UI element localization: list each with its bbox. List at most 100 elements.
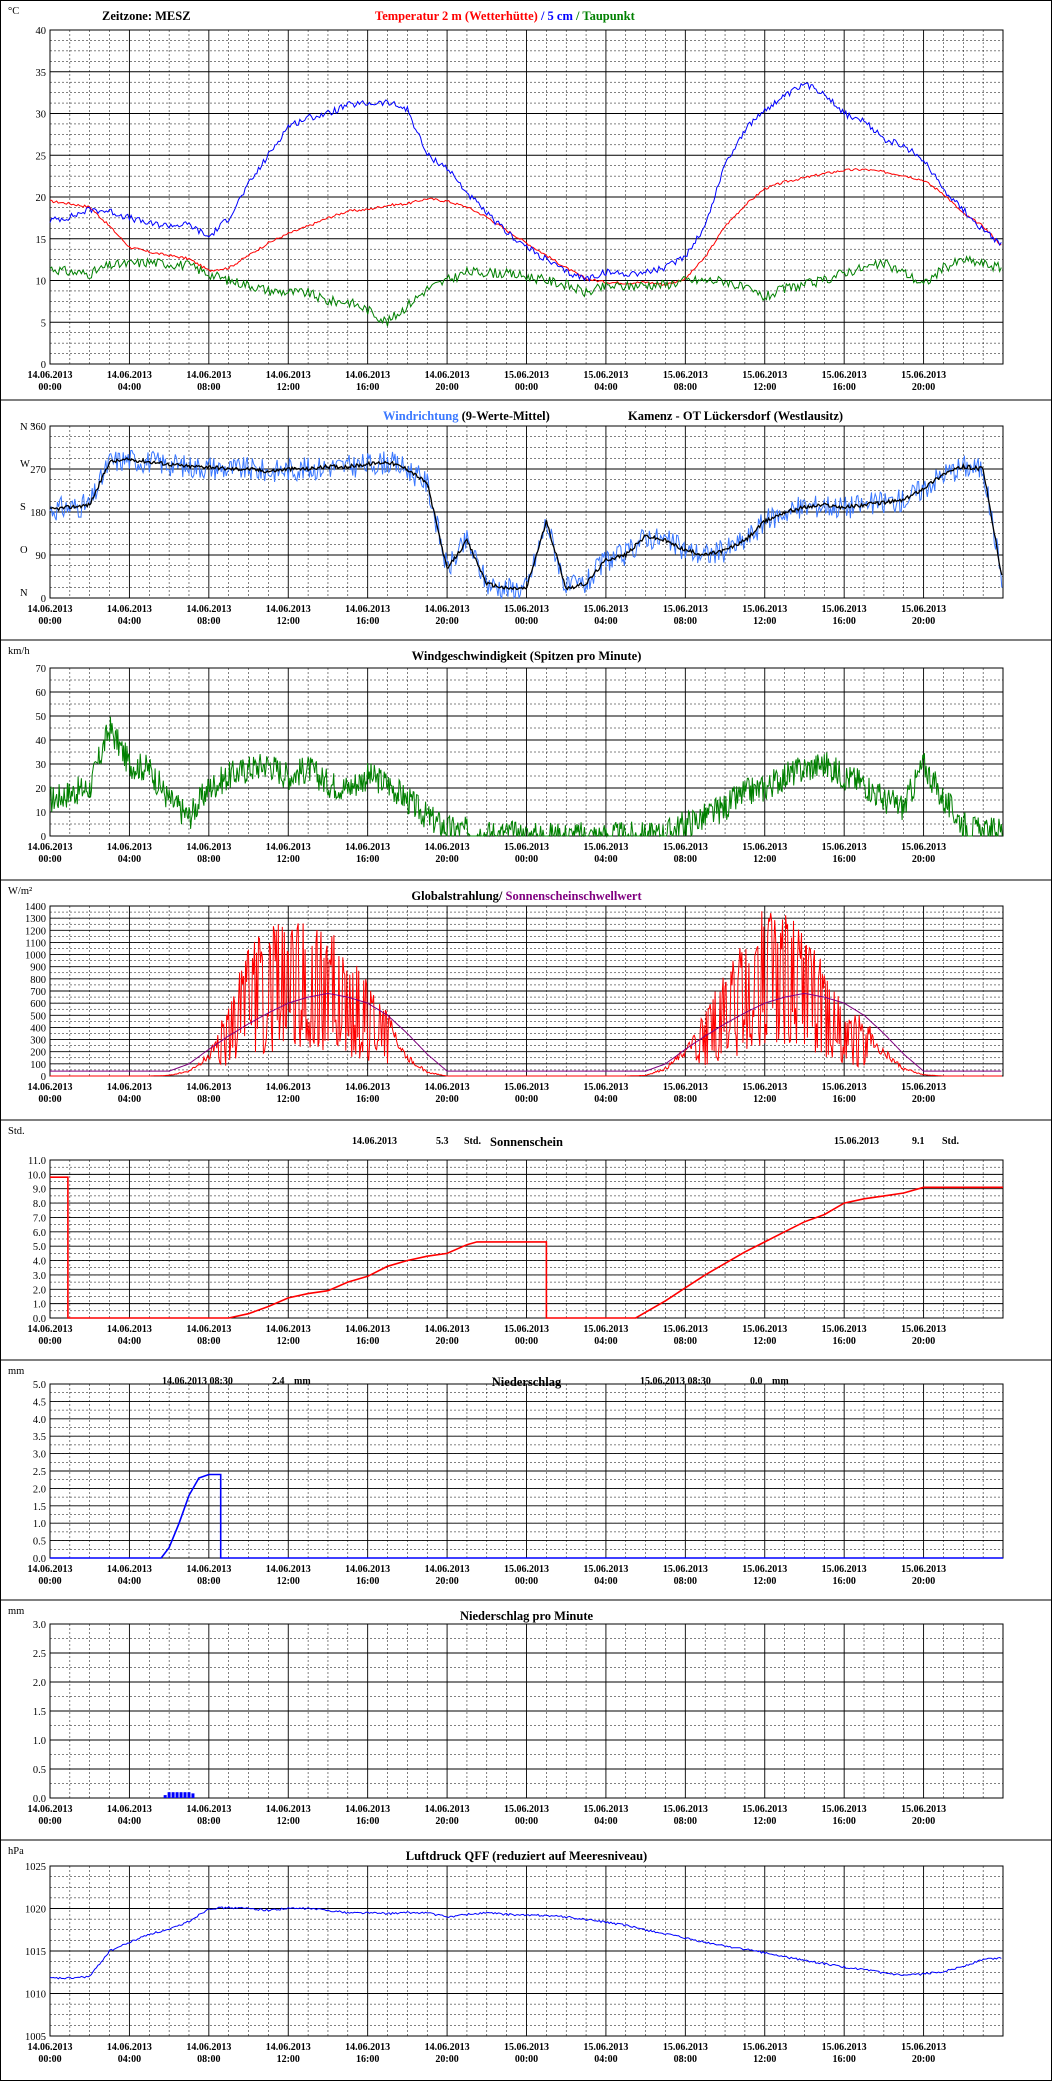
x-tick-time: 20:00 [912,854,935,865]
x-tick-date: 15.06.2013 [663,1804,708,1815]
x-tick-date: 15.06.2013 [663,1082,708,1093]
x-tick-time: 00:00 [38,2054,61,2065]
series-rad-1 [50,992,1002,1072]
x-tick-time: 04:00 [118,2054,141,2065]
x-tick-date: 14.06.2013 [186,370,231,381]
y-tick-label: 5 [41,318,46,329]
x-tick-time: 12:00 [753,382,776,393]
y-tick-label: 15 [36,235,47,246]
y-tick-label: 20 [36,193,47,204]
y-tick-label: 1.0 [33,1519,46,1530]
day1-unit: Std. [464,1136,481,1147]
x-tick-date: 14.06.2013 [28,1324,73,1335]
x-tick-time: 16:00 [832,854,855,865]
x-tick-date: 15.06.2013 [583,1804,628,1815]
chart-temp: 14.06.201300:0014.06.201304:0014.06.2013… [8,6,1004,393]
x-tick-time: 12:00 [277,616,300,627]
x-tick-date: 15.06.2013 [901,1804,946,1815]
x-tick-date: 15.06.2013 [504,2042,549,2053]
chart-title-part: 5 cm [548,9,574,23]
x-tick-time: 04:00 [118,1336,141,1347]
series-precip_min-0-bar-4 [179,1792,183,1798]
x-tick-date: 15.06.2013 [822,842,867,853]
y-tick-label: 10.0 [28,1170,46,1181]
x-tick-time: 04:00 [594,382,617,393]
x-tick-time: 00:00 [515,1576,538,1587]
x-tick-date: 14.06.2013 [345,1082,390,1093]
series-precip_min-0-bar-3 [175,1792,179,1798]
y-tick-label: 1300 [25,914,46,925]
x-tick-date: 15.06.2013 [822,604,867,615]
x-tick-date: 15.06.2013 [742,1804,787,1815]
x-tick-time: 08:00 [197,2054,220,2065]
x-tick-time: 20:00 [912,1094,935,1105]
direction-label: O [20,545,28,556]
x-tick-time: 04:00 [118,854,141,865]
direction-label: S [20,502,26,513]
y-tick-label: 360 [30,422,46,433]
x-tick-date: 15.06.2013 [663,1324,708,1335]
day2-value: 0.0 [750,1376,763,1387]
x-tick-time: 20:00 [912,2054,935,2065]
y-tick-label: 0.0 [33,1554,46,1565]
chart-title-part: / [573,9,583,23]
x-tick-time: 00:00 [38,382,61,393]
timezone-label: Zeitzone: MESZ [102,9,191,23]
x-tick-date: 14.06.2013 [345,604,390,615]
direction-label: W [20,459,30,470]
chart-title-part: Globalstrahlung/ [411,889,505,903]
y-tick-label: 7.0 [33,1213,46,1224]
y-tick-label: 90 [36,551,47,562]
chart-title-part: Sonnenscheinschwellwert [506,889,643,903]
x-tick-date: 14.06.2013 [425,604,470,615]
x-tick-time: 12:00 [753,616,776,627]
y-tick-label: 3.0 [33,1271,46,1282]
y-tick-label: 70 [36,664,47,675]
x-tick-time: 08:00 [197,1576,220,1587]
direction-label: N ° [20,422,34,433]
x-tick-date: 15.06.2013 [663,842,708,853]
x-tick-date: 14.06.2013 [107,1324,152,1335]
x-tick-time: 20:00 [912,616,935,627]
y-tick-label: 180 [30,508,46,519]
x-tick-time: 12:00 [277,1816,300,1827]
x-tick-date: 15.06.2013 [901,842,946,853]
x-tick-date: 14.06.2013 [345,1804,390,1815]
x-tick-time: 04:00 [118,1576,141,1587]
y-tick-label: 30 [36,110,47,121]
x-tick-time: 12:00 [753,1576,776,1587]
x-tick-date: 14.06.2013 [425,842,470,853]
y-tick-label: 270 [30,465,46,476]
y-tick-label: 35 [36,68,47,79]
day2-unit: mm [772,1376,789,1387]
chart-precip: 14.06.201300:0014.06.201304:0014.06.2013… [8,1366,1004,1587]
x-tick-date: 14.06.2013 [107,1804,152,1815]
y-tick-label: 10 [36,808,47,819]
x-tick-date: 15.06.2013 [504,370,549,381]
y-unit-label: mm [8,1606,24,1617]
x-tick-time: 12:00 [753,1336,776,1347]
chart-title-part: / [538,9,548,23]
x-tick-date: 15.06.2013 [822,1804,867,1815]
x-tick-time: 04:00 [594,854,617,865]
y-tick-label: 30 [36,760,47,771]
day2-value: 9.1 [912,1136,925,1147]
x-tick-date: 15.06.2013 [822,1564,867,1575]
chart-wdir: 14.06.201300:0014.06.201304:0014.06.2013… [20,409,1004,627]
y-tick-label: 5.0 [33,1380,46,1391]
x-tick-date: 15.06.2013 [742,1082,787,1093]
y-unit-label: Std. [8,1126,25,1137]
y-tick-label: 1005 [25,2032,46,2043]
series-precip_min-0-bar-2 [171,1792,175,1798]
x-tick-date: 14.06.2013 [425,1564,470,1575]
x-tick-time: 20:00 [435,382,458,393]
y-tick-label: 60 [36,688,47,699]
x-tick-date: 14.06.2013 [107,842,152,853]
x-tick-time: 04:00 [118,1094,141,1105]
x-tick-date: 14.06.2013 [186,1804,231,1815]
plot-frame-wspd [49,667,1004,837]
x-tick-time: 16:00 [832,382,855,393]
x-tick-time: 04:00 [118,1816,141,1827]
y-tick-label: 8.0 [33,1199,46,1210]
x-tick-date: 15.06.2013 [504,1804,549,1815]
